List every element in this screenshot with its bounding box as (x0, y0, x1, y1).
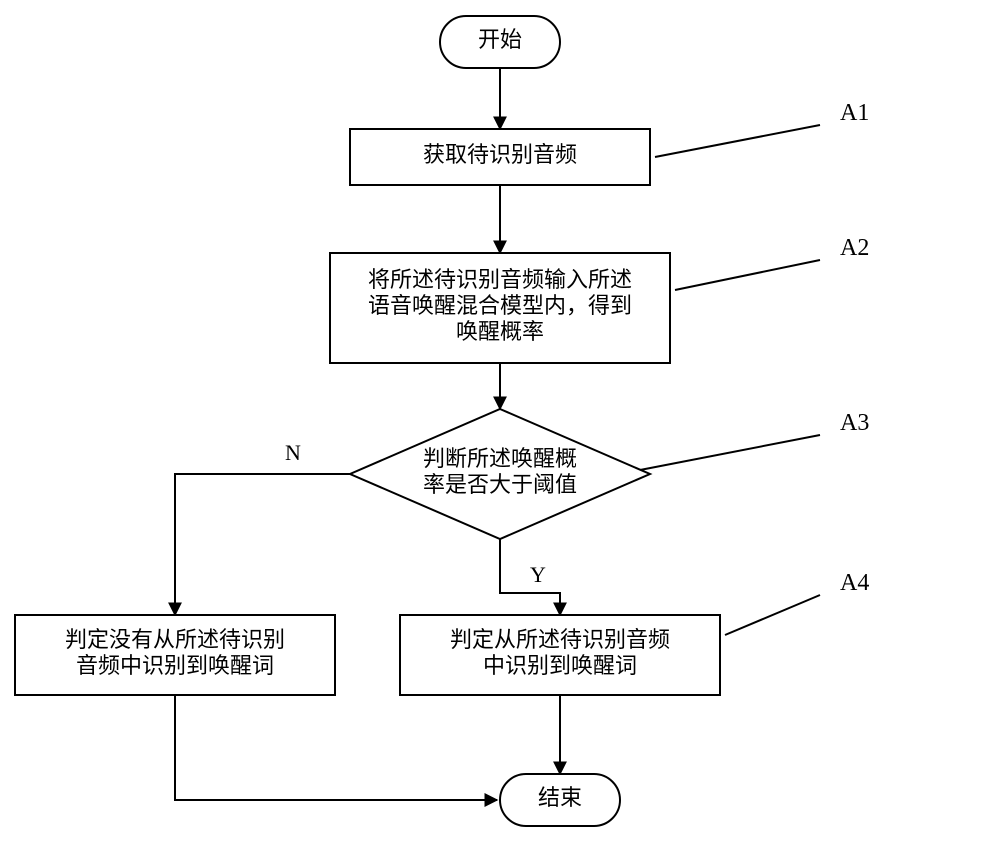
edge (175, 474, 350, 615)
branch-label: N (285, 440, 301, 465)
node-text: 开始 (478, 27, 522, 52)
node-text: 中识别到唤醒词 (483, 653, 637, 678)
branch-label: Y (530, 562, 546, 587)
edge (175, 695, 497, 800)
node-text: 判定从所述待识别音频 (450, 627, 670, 652)
node-text: 率是否大于阈值 (423, 472, 577, 497)
step-label-A3: A3 (840, 410, 869, 436)
node-text: 唤醒概率 (456, 319, 544, 344)
node-text: 将所述待识别音频输入所述 (368, 267, 632, 292)
leader-line (725, 595, 820, 635)
node-text: 判断所述唤醒概 (423, 446, 577, 471)
step-label-A1: A1 (840, 100, 869, 126)
node-text: 获取待识别音频 (423, 142, 577, 167)
step-label-A4: A4 (840, 570, 869, 596)
node-text: 音频中识别到唤醒词 (76, 653, 274, 678)
leader-line (640, 435, 820, 470)
leader-line (675, 260, 820, 290)
step-label-A2: A2 (840, 235, 869, 261)
node-text: 判定没有从所述待识别 (65, 627, 285, 652)
node-text: 结束 (538, 785, 582, 810)
node-text: 语音唤醒混合模型内，得到 (368, 293, 632, 318)
leader-line (655, 125, 820, 157)
